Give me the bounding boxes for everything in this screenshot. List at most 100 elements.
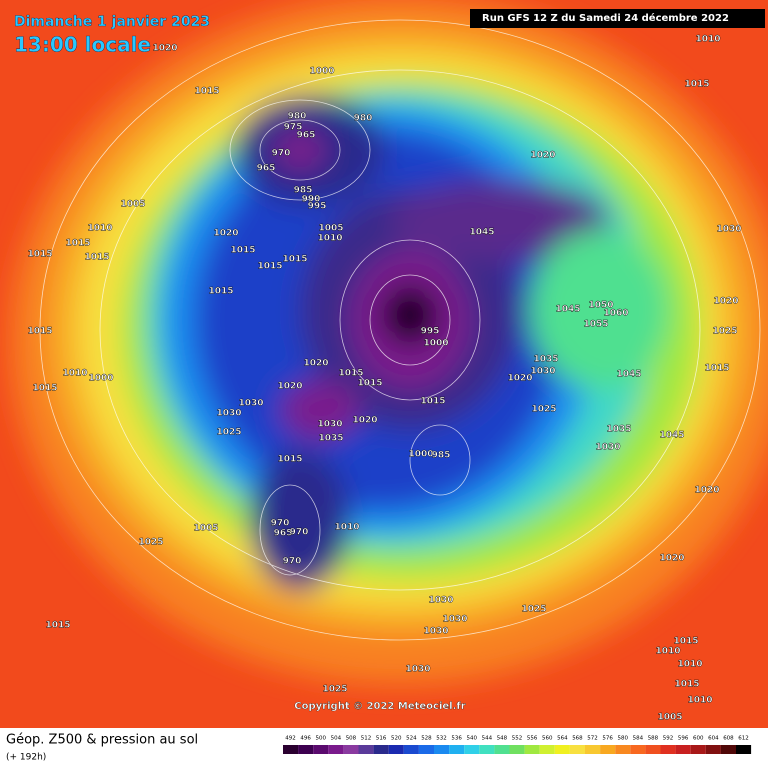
isobar-label: 1005 <box>318 224 343 234</box>
scale-label: 580 <box>618 736 629 742</box>
isobar-label: 1010 <box>62 369 87 379</box>
isobar-label: 1020 <box>277 382 302 392</box>
isobar-label: 1035 <box>606 425 631 435</box>
scale-swatch <box>373 745 389 754</box>
local-time: 13:00 locale <box>14 33 151 57</box>
isobar-label: 1025 <box>138 538 163 548</box>
scale-swatch <box>298 745 314 754</box>
isobar-label: 1010 <box>334 523 359 533</box>
scale-swatch <box>343 745 359 754</box>
scale-swatch <box>554 745 570 754</box>
isobar-label: 970 <box>290 528 309 538</box>
scale-label: 492 <box>285 736 296 742</box>
scale-swatch <box>434 745 450 754</box>
isobar-label: 1030 <box>716 225 741 235</box>
isobar-label: 965 <box>274 529 293 539</box>
scale-label: 564 <box>557 736 568 742</box>
isobar-label: 1015 <box>27 327 52 337</box>
isobar-label: 1030 <box>238 399 263 409</box>
scale-swatch <box>524 745 540 754</box>
scale-label: 612 <box>738 736 749 742</box>
isobar-label: 1010 <box>677 660 702 670</box>
scale-label: 600 <box>693 736 704 742</box>
isobar-label: 1015 <box>674 680 699 690</box>
isobar-label: 1025 <box>322 685 347 695</box>
isobar-label: 1015 <box>84 253 109 263</box>
scale-label: 516 <box>376 736 387 742</box>
isobar-label: 1015 <box>27 250 52 260</box>
isobar-label: 1000 <box>423 339 448 349</box>
scale-label: 548 <box>497 736 508 742</box>
scale-swatch <box>736 745 752 754</box>
scale-label: 504 <box>331 736 342 742</box>
scale-label: 536 <box>451 736 462 742</box>
scale-swatch <box>464 745 480 754</box>
isobar-label: 1025 <box>712 327 737 337</box>
isobar-label: 1015 <box>704 364 729 374</box>
isobar-label: 1030 <box>216 409 241 419</box>
isobar-label: 1025 <box>216 428 241 438</box>
isobar-label: 1005 <box>657 713 682 723</box>
isobar-label: 1020 <box>352 416 377 426</box>
isobar-label: 1015 <box>32 384 57 394</box>
isobar-label: 965 <box>257 164 276 174</box>
isobar-label: 1045 <box>659 431 684 441</box>
isobar-label: 1010 <box>695 35 720 45</box>
scale-label: 520 <box>391 736 402 742</box>
scale-swatch <box>600 745 616 754</box>
isobar-label: 995 <box>421 327 440 337</box>
scale-label: 592 <box>663 736 674 742</box>
isobar-label: 970 <box>272 149 291 159</box>
scale-swatch <box>720 745 736 754</box>
isobar-labels: 1020100010151010101598097596598097096598… <box>27 34 741 723</box>
scale-label: 572 <box>587 736 598 742</box>
footer-title: Géop. Z500 & pression au sol <box>6 733 198 748</box>
run-box <box>470 9 765 28</box>
isobar-label: 980 <box>354 114 373 124</box>
isobar-label: 1025 <box>521 605 546 615</box>
isobar-label: 1020 <box>152 44 177 54</box>
isobars <box>39 19 761 641</box>
isobar-label: 1020 <box>303 359 328 369</box>
isobar-label: 1050 <box>588 301 613 311</box>
scale-label: 552 <box>512 736 523 742</box>
isobar-label: 1025 <box>531 405 556 415</box>
isobar-label: 980 <box>288 112 307 122</box>
isobar-label: 985 <box>432 451 451 461</box>
run-info: Run GFS 12 Z du Samedi 24 décembre 2022 <box>482 12 729 24</box>
isobar-label: 1030 <box>317 420 342 430</box>
scale-label: 508 <box>346 736 357 742</box>
scale-swatch <box>313 745 329 754</box>
scale-swatch <box>449 745 465 754</box>
scale-label: 556 <box>527 736 538 742</box>
isobar-label: 1030 <box>442 615 467 625</box>
scale-swatch <box>690 745 706 754</box>
isobar-label: 1015 <box>338 369 363 379</box>
isobar-label: 985 <box>294 186 313 196</box>
scale-label: 608 <box>723 736 734 742</box>
isobar-label: 1005 <box>120 200 145 210</box>
scale-label: 544 <box>482 736 493 742</box>
isobar-label: 1015 <box>673 637 698 647</box>
isobar-label: 1015 <box>420 397 445 407</box>
isobar-label: 1045 <box>616 370 641 380</box>
scale-label: 576 <box>602 736 613 742</box>
isobar-label: 1000 <box>309 67 334 77</box>
scale-swatch <box>539 745 555 754</box>
footer-lead: (+ 192h) <box>6 753 46 763</box>
date: Dimanche 1 janvier 2023 <box>14 14 210 30</box>
isobar-label: 1015 <box>684 80 709 90</box>
isobar-label: 970 <box>283 557 302 567</box>
isobar-label: 1015 <box>257 262 282 272</box>
scale-label: 500 <box>316 736 327 742</box>
isobar-label: 1005 <box>193 524 218 534</box>
scale-label: 540 <box>467 736 478 742</box>
isobar-label: 995 <box>308 202 327 212</box>
scale-swatch <box>615 745 631 754</box>
isobar-label: 1045 <box>469 228 494 238</box>
isobar-label: 1020 <box>659 554 684 564</box>
scale-label: 512 <box>361 736 372 742</box>
